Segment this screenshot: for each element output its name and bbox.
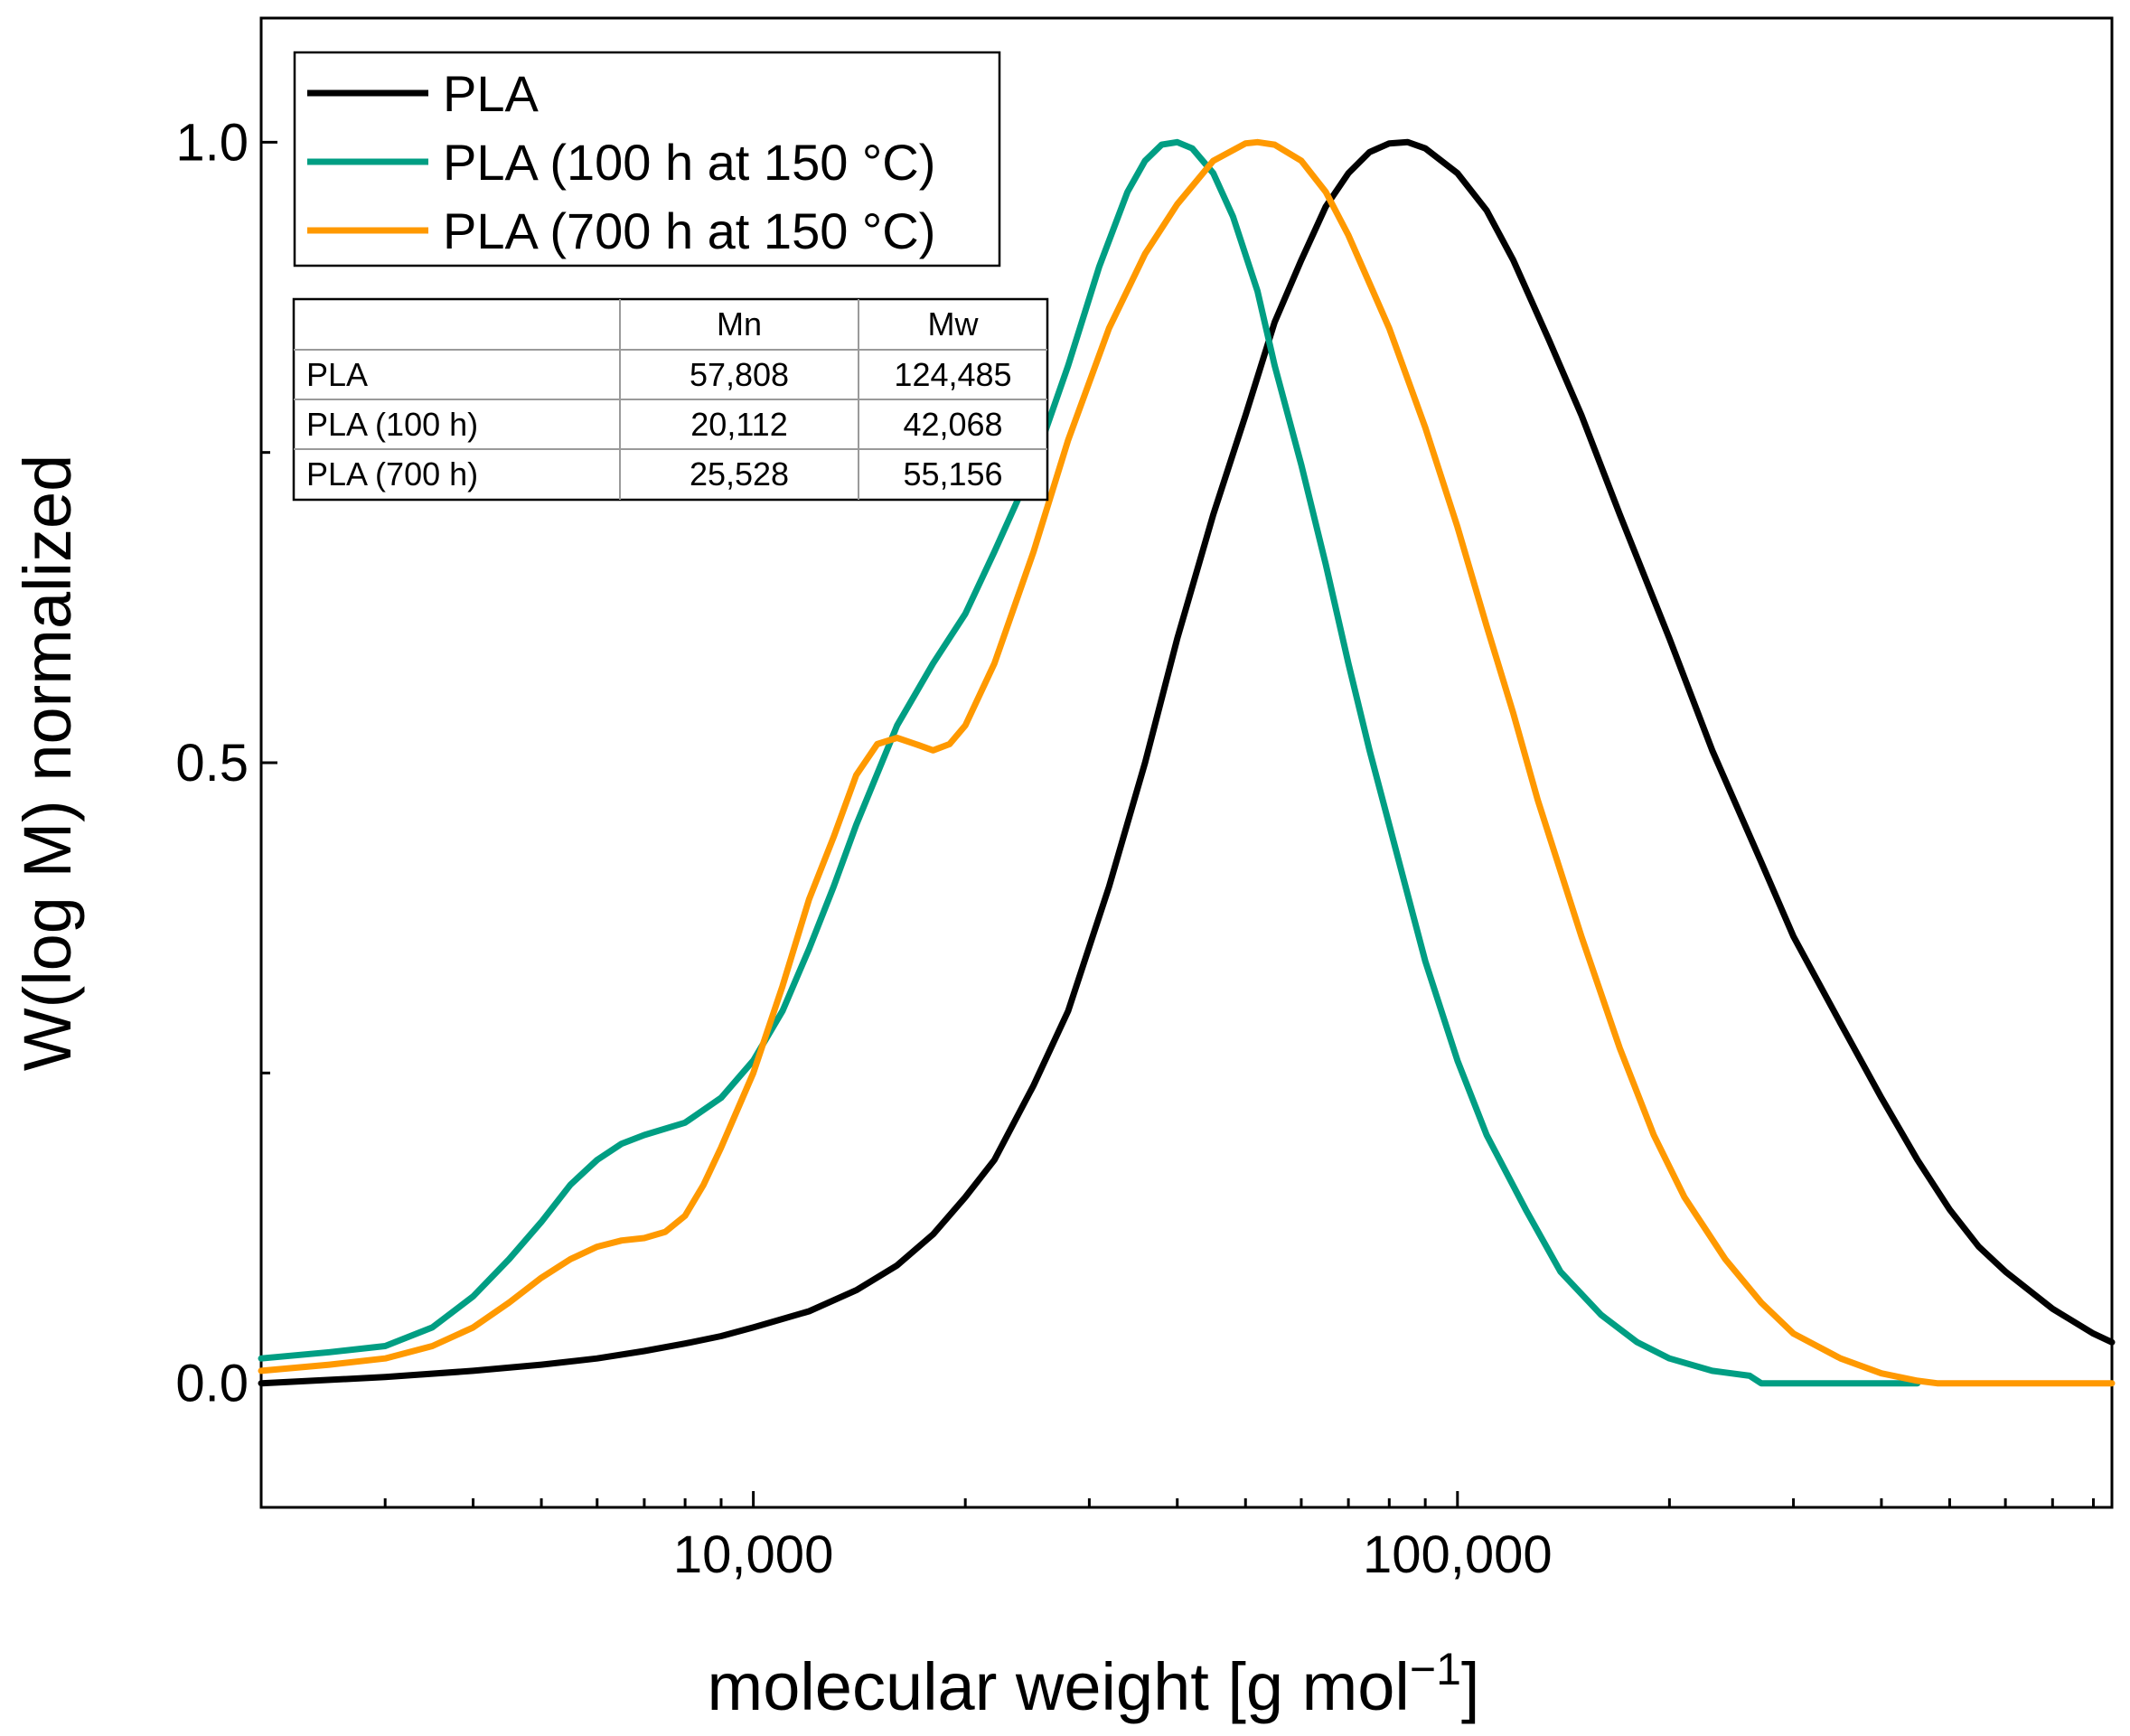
- y-tick-label: 1.0: [175, 113, 249, 172]
- stats-table: Mn Mw PLA 57,808 124,485 PLA (100 h) 20,112 42,…: [292, 297, 1049, 502]
- table-cell: 124,485: [894, 356, 1011, 393]
- y-tick-label: 0.5: [175, 734, 249, 793]
- table-cell: 20,112: [690, 406, 787, 443]
- y-axis-label: W(log M) normalized: [10, 455, 85, 1072]
- series-line: [258, 138, 1921, 1387]
- table-cell: 42,068: [903, 406, 1002, 443]
- x-axis-label-sup: −1: [1410, 1644, 1461, 1694]
- table-cell: PLA (700 h): [306, 455, 478, 493]
- y-axis: 0.0 0.5 1.0: [175, 113, 277, 1413]
- legend: PLA PLA (100 h at 150 °C) PLA (700 h at 15…: [293, 51, 1001, 267]
- table-cell: 55,156: [903, 455, 1002, 493]
- legend-label: PLA: [443, 65, 539, 122]
- x-tick-label: 100,000: [1363, 1525, 1553, 1584]
- x-axis-label: molecular weight [g mol−1]: [708, 1644, 1480, 1724]
- table-cell: 57,808: [690, 356, 789, 393]
- y-tick-label: 0.0: [175, 1355, 249, 1413]
- table-header-cell: Mw: [928, 305, 980, 343]
- legend-label: PLA (100 h at 150 °C): [443, 134, 935, 191]
- table-cell: PLA (100 h): [306, 406, 478, 443]
- x-axis: 10,000 100,000: [259, 1491, 2095, 1584]
- table-cell: 25,528: [690, 455, 789, 493]
- series-line: [258, 138, 2116, 1387]
- x-axis-label-close: ]: [1461, 1649, 1480, 1724]
- table-cell: PLA: [306, 356, 368, 393]
- x-axis-label-main: molecular weight [g mol: [708, 1649, 1410, 1724]
- legend-label: PLA (700 h at 150 °C): [443, 202, 935, 259]
- series-line: [258, 138, 2116, 1387]
- table-header-cell: Mn: [717, 305, 762, 343]
- x-tick-label: 10,000: [673, 1525, 833, 1584]
- series-group: [258, 138, 2116, 1387]
